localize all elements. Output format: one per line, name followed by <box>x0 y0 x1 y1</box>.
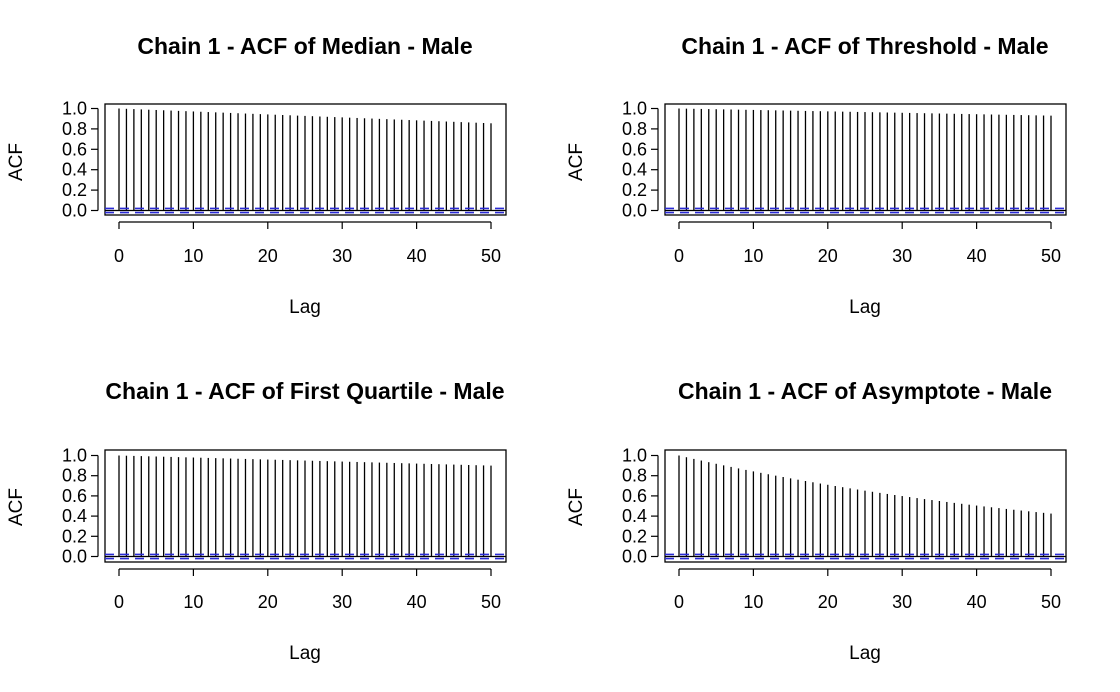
y-tick-label: 1.0 <box>622 99 647 119</box>
x-tick-label: 30 <box>332 246 352 266</box>
y-tick-label: 0.6 <box>62 139 87 159</box>
panel-title: Chain 1 - ACF of Asymptote - Male <box>678 378 1052 404</box>
y-tick-label: 0.4 <box>62 160 87 180</box>
x-tick-label: 20 <box>818 592 838 612</box>
y-tick-label: 1.0 <box>62 99 87 119</box>
x-tick-label: 20 <box>258 246 278 266</box>
plot-frame <box>664 449 1067 563</box>
panel-title: Chain 1 - ACF of Threshold - Male <box>681 33 1048 59</box>
x-tick-label: 20 <box>818 246 838 266</box>
y-tick-label: 0.0 <box>622 201 647 221</box>
x-tick-label: 0 <box>674 246 684 266</box>
y-axis-label: ACF <box>566 143 587 181</box>
y-tick-label: 0.2 <box>62 526 87 546</box>
x-axis-label: Lag <box>289 643 321 664</box>
x-tick-label: 50 <box>481 246 501 266</box>
x-tick-label: 40 <box>967 592 987 612</box>
y-tick-label: 0.6 <box>622 486 647 506</box>
x-tick-label: 0 <box>674 592 684 612</box>
y-tick-label: 0.8 <box>622 466 647 486</box>
x-tick-label: 20 <box>258 592 278 612</box>
x-axis-label: Lag <box>849 297 881 318</box>
y-tick-label: 0.2 <box>62 180 87 200</box>
plot-area: 0.00.20.40.60.81.0 0 10 20 30 40 50 <box>62 99 507 266</box>
y-axis-label: ACF <box>6 488 27 526</box>
y-axis-label: ACF <box>566 488 587 526</box>
y-tick-label: 0.4 <box>622 160 647 180</box>
x-tick-label: 0 <box>114 592 124 612</box>
y-tick-label: 0.6 <box>62 486 87 506</box>
y-tick-label: 0.8 <box>62 119 87 139</box>
y-tick-label: 0.4 <box>622 506 647 526</box>
x-tick-label: 10 <box>743 246 763 266</box>
acf-panel-median: Chain 1 - ACF of Median - Male Lag ACF 0… <box>6 33 507 318</box>
y-tick-label: 0.0 <box>622 547 647 567</box>
x-tick-label: 50 <box>1041 592 1061 612</box>
y-tick-label: 0.0 <box>62 201 87 221</box>
x-axis-label: Lag <box>289 297 321 318</box>
y-tick-label: 1.0 <box>622 446 647 466</box>
x-tick-label: 0 <box>114 246 124 266</box>
x-tick-label: 40 <box>967 246 987 266</box>
x-tick-label: 50 <box>1041 246 1061 266</box>
plot-frame <box>104 103 507 216</box>
x-tick-label: 10 <box>743 592 763 612</box>
y-tick-label: 0.6 <box>622 139 647 159</box>
plot-frame <box>104 449 507 563</box>
x-tick-label: 40 <box>407 246 427 266</box>
plot-frame <box>664 103 1067 216</box>
plot-area: 0.00.20.40.60.81.0 0 10 20 30 40 50 <box>622 99 1067 266</box>
plot-area: 0.00.20.40.60.81.0 0 10 20 30 40 50 <box>622 446 1067 612</box>
y-axis-label: ACF <box>6 143 27 181</box>
x-axis-label: Lag <box>849 643 881 664</box>
acf-panel-threshold: Chain 1 - ACF of Threshold - Male Lag AC… <box>566 33 1067 318</box>
panel-title: Chain 1 - ACF of First Quartile - Male <box>105 378 504 404</box>
acf-panel-first-quartile: Chain 1 - ACF of First Quartile - Male L… <box>6 378 507 664</box>
x-tick-label: 30 <box>332 592 352 612</box>
x-tick-label: 30 <box>892 246 912 266</box>
x-tick-label: 40 <box>407 592 427 612</box>
y-tick-label: 0.2 <box>622 180 647 200</box>
x-tick-label: 30 <box>892 592 912 612</box>
y-tick-label: 0.4 <box>62 506 87 526</box>
x-tick-label: 50 <box>481 592 501 612</box>
acf-panel-asymptote: Chain 1 - ACF of Asymptote - Male Lag AC… <box>566 378 1067 664</box>
y-tick-label: 0.2 <box>622 526 647 546</box>
y-tick-label: 1.0 <box>62 446 87 466</box>
y-tick-label: 0.0 <box>62 547 87 567</box>
panel-title: Chain 1 - ACF of Median - Male <box>137 33 472 59</box>
y-tick-label: 0.8 <box>62 466 87 486</box>
plot-area: 0.00.20.40.60.81.0 0 10 20 30 40 50 <box>62 446 507 612</box>
y-tick-label: 0.8 <box>622 119 647 139</box>
x-tick-label: 10 <box>183 592 203 612</box>
x-tick-label: 10 <box>183 246 203 266</box>
